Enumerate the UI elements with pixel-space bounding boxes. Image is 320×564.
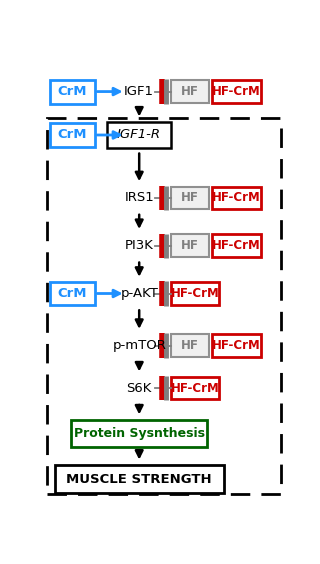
Text: HF-CrM: HF-CrM [212, 191, 261, 205]
FancyBboxPatch shape [171, 282, 219, 305]
Text: IGF1-R: IGF1-R [117, 129, 161, 142]
Text: p-AKT: p-AKT [120, 287, 158, 300]
Text: IGF1: IGF1 [124, 85, 154, 98]
Text: IRS1: IRS1 [124, 191, 154, 205]
FancyBboxPatch shape [50, 281, 95, 306]
Text: HF-CrM: HF-CrM [212, 239, 261, 252]
FancyBboxPatch shape [50, 80, 95, 104]
FancyBboxPatch shape [171, 377, 219, 399]
Text: HF-CrM: HF-CrM [171, 382, 220, 395]
FancyBboxPatch shape [171, 80, 209, 103]
FancyBboxPatch shape [212, 80, 261, 103]
Text: CrM: CrM [58, 287, 87, 300]
Text: CrM: CrM [58, 85, 87, 98]
Text: HF: HF [181, 339, 199, 352]
FancyBboxPatch shape [212, 187, 261, 209]
Text: S6K: S6K [126, 382, 152, 395]
FancyBboxPatch shape [171, 235, 209, 257]
Text: CrM: CrM [58, 129, 87, 142]
Text: PI3K: PI3K [125, 239, 154, 252]
Text: Protein Sysnthesis: Protein Sysnthesis [74, 427, 205, 440]
Text: MUSCLE STRENGTH: MUSCLE STRENGTH [66, 473, 212, 486]
FancyBboxPatch shape [171, 187, 209, 209]
Text: HF: HF [181, 239, 199, 252]
Text: HF: HF [181, 85, 199, 98]
FancyBboxPatch shape [171, 334, 209, 357]
FancyBboxPatch shape [107, 122, 172, 148]
Text: HF-CrM: HF-CrM [212, 339, 261, 352]
FancyBboxPatch shape [55, 465, 224, 494]
Text: HF: HF [181, 191, 199, 205]
FancyBboxPatch shape [71, 420, 207, 447]
FancyBboxPatch shape [212, 334, 261, 357]
Text: HF-CrM: HF-CrM [171, 287, 220, 300]
FancyBboxPatch shape [212, 235, 261, 257]
FancyBboxPatch shape [50, 123, 95, 147]
Text: HF-CrM: HF-CrM [212, 85, 261, 98]
Text: p-mTOR: p-mTOR [112, 339, 166, 352]
